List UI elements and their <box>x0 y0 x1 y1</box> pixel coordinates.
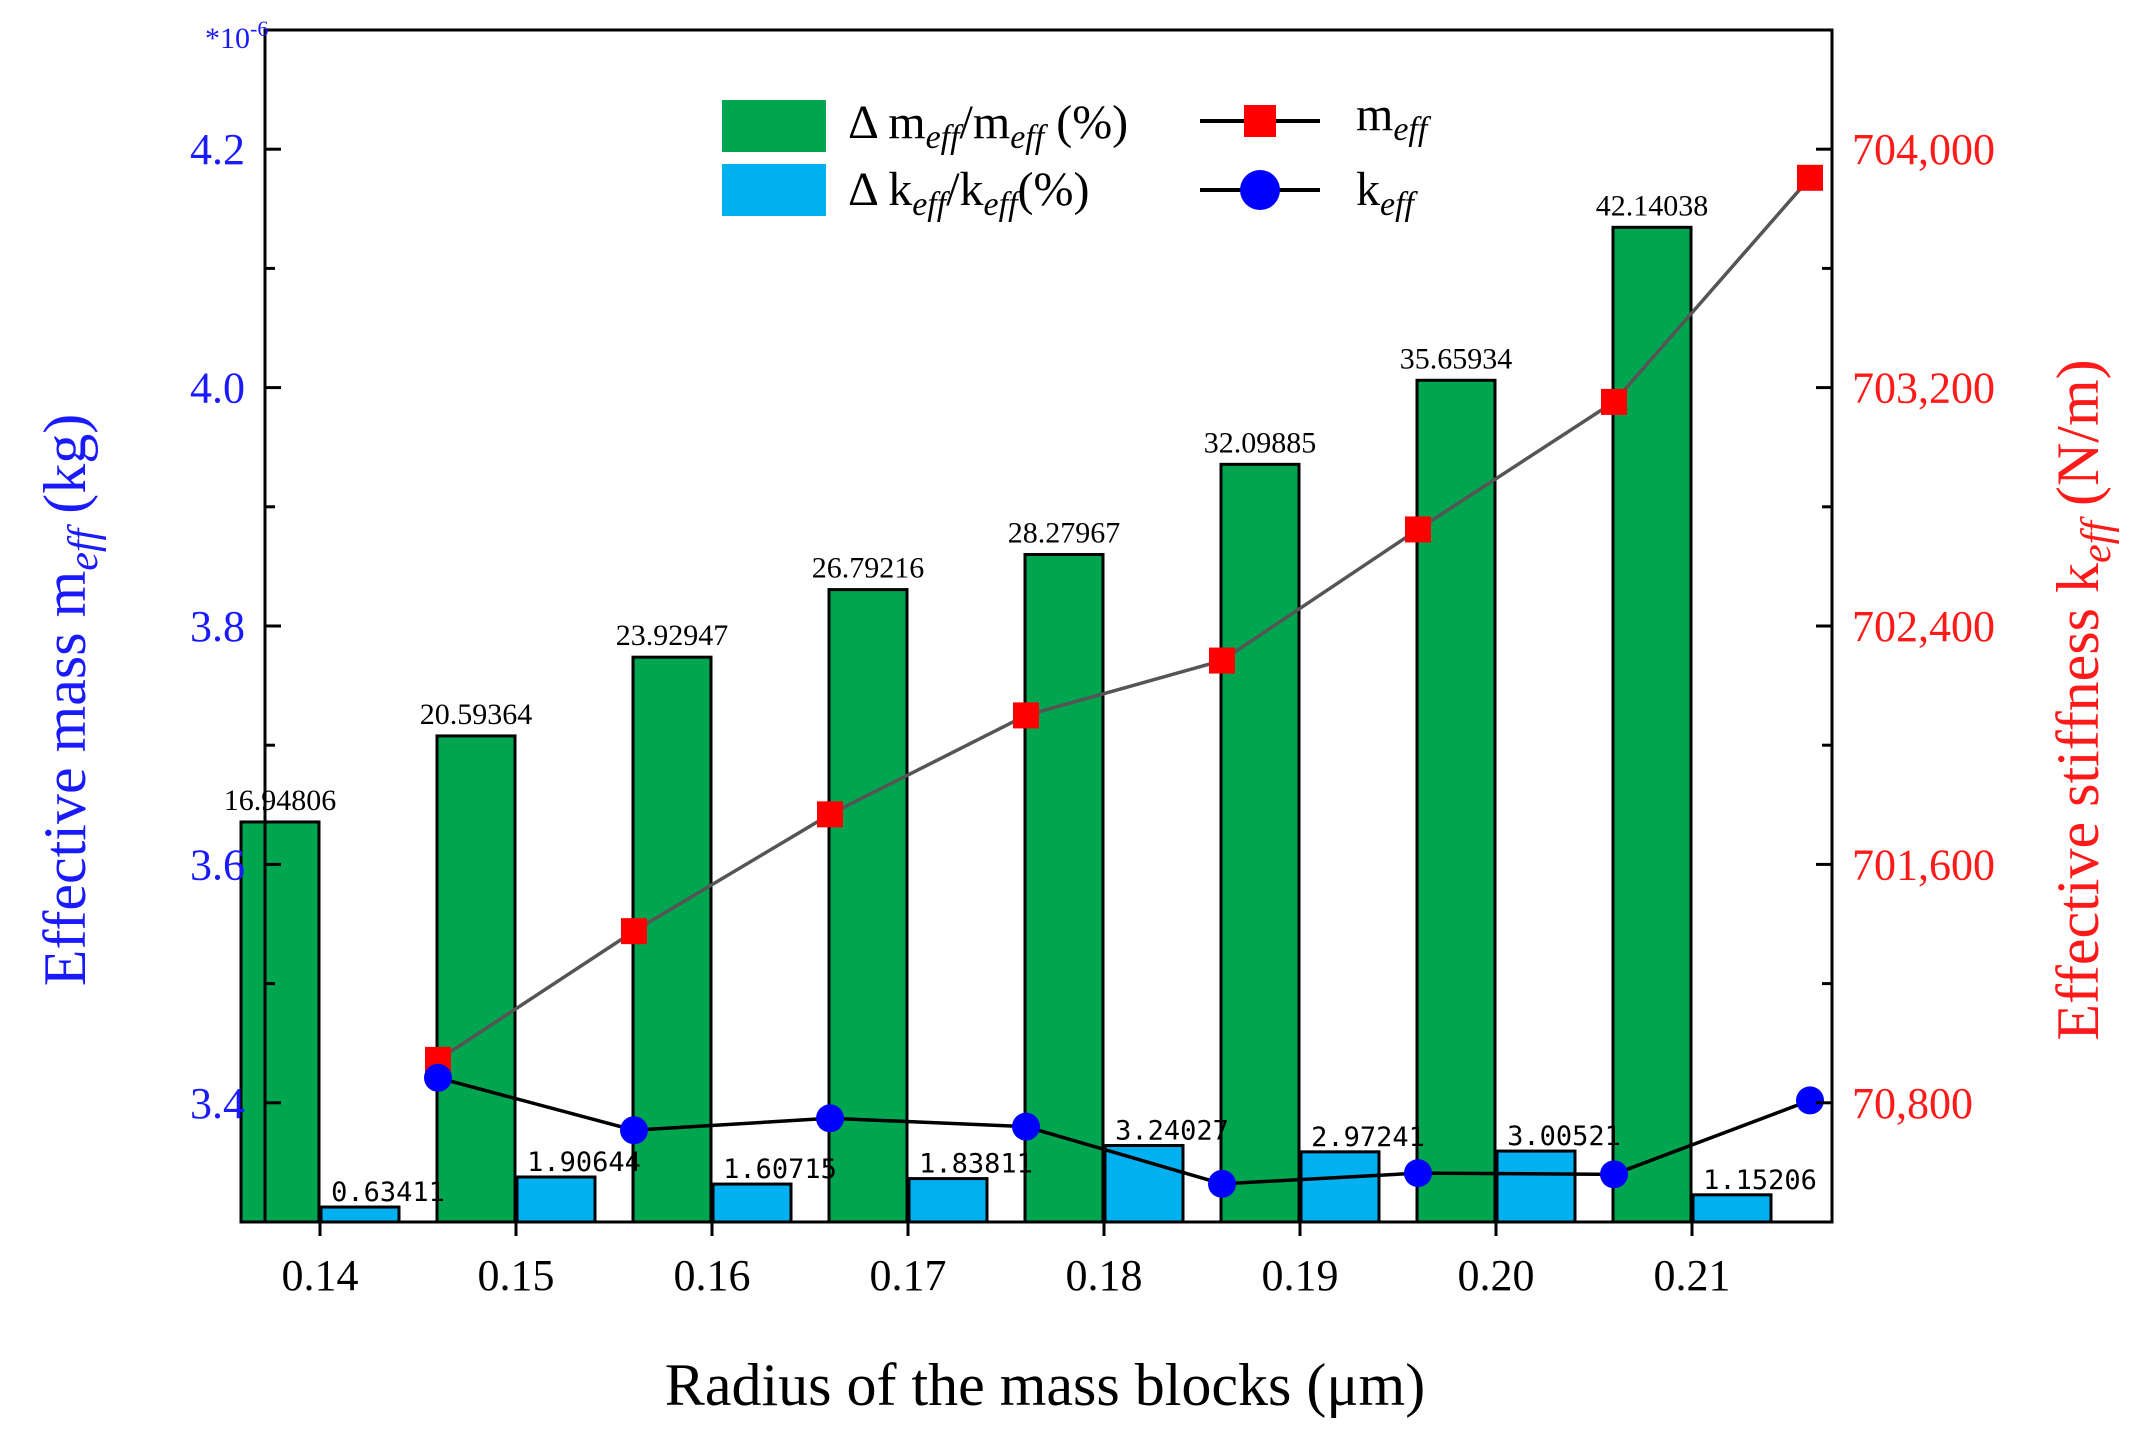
right-tick-label: 704,000 <box>1852 125 1995 174</box>
meff-marker <box>1601 388 1627 415</box>
meff-marker <box>1797 164 1823 191</box>
bar-dstiff <box>1691 1193 1773 1224</box>
x-tick-label: 0.16 <box>674 1251 751 1300</box>
bar-dstiff <box>515 1175 597 1224</box>
meff-marker <box>1209 647 1235 674</box>
legend: Δ meff/meff (%) Δ keff/keff(%) meff keff <box>722 88 1432 223</box>
meff-marker <box>621 918 647 945</box>
legend-swatch-dm <box>722 100 826 152</box>
keff-line <box>437 1076 1811 1186</box>
right-tick-label: 70,800 <box>1852 1079 1973 1128</box>
keff-marker <box>1404 1159 1432 1188</box>
meff-marker <box>1405 516 1431 543</box>
bar-dmass <box>1611 225 1693 1224</box>
data-label-dmass: 32.09885 <box>1204 426 1317 459</box>
data-label-dstiff: 1.60715 <box>723 1154 837 1185</box>
data-label-dmass: 35.65934 <box>1400 342 1513 375</box>
right-tick-label: 703,200 <box>1852 364 1995 413</box>
lines-layer <box>424 164 1824 1198</box>
legend-swatch-dk <box>722 164 826 216</box>
x-tick-label: 0.17 <box>870 1251 947 1300</box>
legend-label-keff: keff <box>1356 163 1419 223</box>
data-label-dstiff: 0.63411 <box>331 1177 445 1208</box>
right-tick-label: 702,400 <box>1852 602 1995 651</box>
data-label-dmass: 26.79216 <box>812 552 925 585</box>
bar-dstiff <box>319 1205 401 1224</box>
bar-dmass <box>1219 462 1301 1224</box>
legend-label-dm: Δ meff/meff (%) <box>848 96 1128 156</box>
axes-layer: 3.4 3.6 3.8 4.0 4.2 70,800 701,600 702,400 703,2… <box>190 28 1995 1300</box>
bar-dmass <box>1023 552 1105 1224</box>
left-axis-multiplier: *10-6 <box>205 16 268 55</box>
keff-marker <box>424 1063 452 1092</box>
bar-dmass <box>239 820 321 1224</box>
legend-marker-meff <box>1244 105 1276 137</box>
data-label-dstiff: 3.24027 <box>1115 1116 1229 1147</box>
legend-label-dk: Δ keff/keff(%) <box>848 163 1089 223</box>
legend-marker-keff <box>1240 170 1280 210</box>
bar-dstiff <box>1495 1149 1577 1224</box>
bar-dmass <box>435 734 517 1224</box>
x-tick-label: 0.15 <box>478 1251 555 1300</box>
bar-dstiff <box>907 1177 989 1224</box>
left-tick-label: 3.8 <box>190 602 245 651</box>
left-tick-label: 4.2 <box>190 125 245 174</box>
data-label-dmass: 28.27967 <box>1008 516 1121 549</box>
x-tick-label: 0.18 <box>1066 1251 1143 1300</box>
meff-marker <box>1013 702 1039 729</box>
bar-dstiff <box>1103 1144 1185 1224</box>
meff-marker <box>817 801 843 828</box>
keff-marker <box>1012 1112 1040 1141</box>
data-label-dmass: 16.94806 <box>224 784 337 817</box>
data-label-dstiff: 3.00521 <box>1507 1121 1621 1152</box>
keff-marker <box>816 1104 844 1133</box>
bar-dstiff <box>711 1182 793 1224</box>
keff-marker <box>620 1116 648 1145</box>
legend-label-meff: meff <box>1356 88 1432 148</box>
keff-marker <box>1208 1169 1236 1198</box>
x-tick-label: 0.19 <box>1262 1251 1339 1300</box>
left-tick-label: 3.4 <box>190 1079 245 1128</box>
data-label-dmass: 20.59364 <box>420 698 533 731</box>
x-tick-label: 0.21 <box>1654 1251 1731 1300</box>
data-label-dstiff: 2.97241 <box>1311 1122 1425 1153</box>
left-axis-title: Effective mass meff (kg) <box>32 414 107 986</box>
meff-line <box>437 176 1812 1062</box>
data-label-dstiff: 1.90644 <box>527 1147 641 1178</box>
right-tick-label: 701,600 <box>1852 840 1995 889</box>
keff-marker <box>1600 1160 1628 1189</box>
data-label-dmass: 42.14038 <box>1596 189 1709 222</box>
x-axis-title: Radius of the mass blocks (μm) <box>665 1352 1425 1418</box>
data-label-dstiff: 1.15206 <box>1703 1165 1817 1196</box>
x-tick-label: 0.20 <box>1458 1251 1535 1300</box>
keff-marker <box>1796 1086 1824 1115</box>
left-tick-label: 3.6 <box>190 840 245 889</box>
left-tick-label: 4.0 <box>190 364 245 413</box>
x-tick-label: 0.14 <box>282 1251 359 1300</box>
data-label-dstiff: 1.83811 <box>919 1149 1033 1180</box>
data-label-dmass: 23.92947 <box>616 619 729 652</box>
right-axis-title: Effective stiffness keff (N/m) <box>2045 359 2120 1040</box>
data-labels-layer: 16.94806 0.63411 20.59364 1.90644 23.92947 1.… <box>224 189 1817 1208</box>
bars-layer <box>239 225 1773 1224</box>
bar-dstiff <box>1299 1150 1381 1224</box>
